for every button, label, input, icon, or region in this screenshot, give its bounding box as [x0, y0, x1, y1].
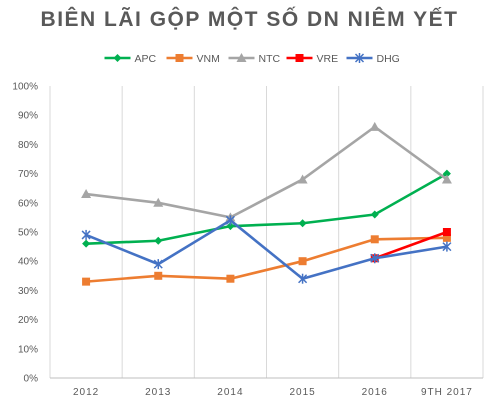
y-tick-label: 40%: [18, 257, 38, 268]
legend-label-vre: VRE: [317, 53, 339, 65]
y-tick-label: 50%: [18, 228, 38, 239]
data-point-apc: [442, 169, 451, 178]
y-tick-label: 80%: [18, 140, 38, 151]
y-tick-label: 60%: [18, 198, 38, 209]
series-line-vnm: [85, 236, 447, 283]
data-point-vnm: [370, 235, 379, 244]
y-tick-label: 0%: [24, 374, 39, 385]
legend-label-dhg: DHG: [377, 53, 400, 65]
legend-marker-apc: [113, 54, 122, 62]
legend-label-apc: APC: [135, 53, 157, 65]
y-tick-label: 70%: [18, 169, 38, 180]
data-point-apc: [154, 236, 163, 245]
data-point-dhg: [225, 215, 235, 226]
data-point-dhg: [153, 259, 163, 270]
data-point-dhg: [298, 273, 308, 284]
chart-title: BIÊN LÃI GỘP MỘT SỐ DN NIÊM YẾT: [40, 8, 459, 31]
y-tick-label: 10%: [18, 344, 38, 355]
data-point-ntc: [297, 174, 308, 184]
legend-label-vnm: VNM: [197, 53, 220, 65]
data-point-dhg: [81, 229, 91, 240]
data-point-vnm: [442, 233, 451, 242]
data-point-apc: [226, 222, 235, 231]
series-line-ntc: [85, 125, 448, 219]
x-tick-label: 2014: [217, 387, 243, 398]
data-point-vre: [442, 228, 451, 236]
legend-marker-vre: [295, 54, 304, 62]
legend-marker-dhg: [354, 53, 365, 63]
y-tick-label: 20%: [18, 315, 38, 326]
data-point-vnm: [154, 271, 163, 280]
x-tick-label: 2013: [145, 387, 171, 398]
y-tick-label: 30%: [18, 286, 38, 297]
y-tick-label: 100%: [12, 82, 38, 93]
data-point-apc: [298, 219, 307, 228]
data-point-ntc: [369, 121, 380, 131]
legend-label-ntc: NTC: [259, 53, 281, 65]
series-line-vre: [374, 230, 448, 260]
data-point-vnm: [82, 277, 91, 286]
x-tick-label: 2015: [289, 387, 315, 398]
data-point-ntc: [81, 189, 92, 199]
data-point-vnm: [226, 274, 235, 283]
data-point-apc: [370, 210, 379, 219]
data-point-ntc: [153, 197, 164, 207]
x-tick-label: 2012: [73, 387, 99, 398]
y-tick-label: 90%: [18, 111, 38, 122]
data-point-dhg: [442, 241, 452, 252]
data-point-ntc: [441, 174, 452, 184]
data-point-dhg: [370, 253, 380, 264]
series-line-dhg: [85, 219, 448, 281]
legend-marker-ntc: [236, 53, 247, 62]
x-tick-label: 2016: [362, 387, 388, 398]
data-point-apc: [82, 239, 91, 248]
legend-marker-vnm: [175, 54, 184, 62]
data-point-vnm: [298, 257, 307, 266]
x-tick-label: 9TH 2017: [421, 387, 473, 398]
series-line-apc: [86, 172, 448, 245]
